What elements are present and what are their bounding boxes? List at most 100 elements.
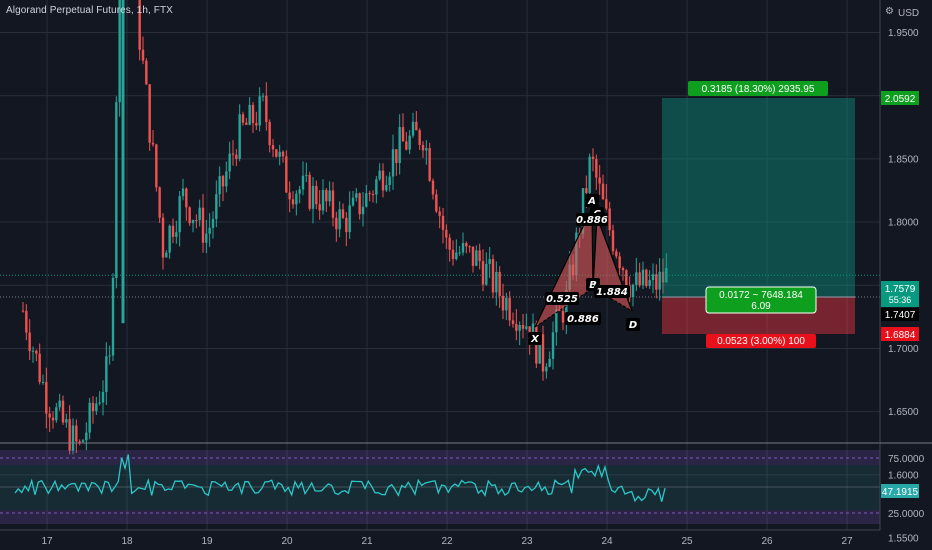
candle-body	[305, 174, 308, 176]
svg-text:1.884: 1.884	[596, 287, 628, 298]
candle-body	[425, 148, 428, 151]
candle-body	[335, 217, 338, 230]
candle-body	[395, 149, 398, 164]
stop-label: 0.0523 (3.00%) 100	[706, 334, 816, 348]
candle-body	[68, 419, 71, 451]
candle-body	[551, 332, 555, 359]
candle-body	[151, 142, 155, 145]
candle-body	[175, 232, 178, 237]
candle-body	[538, 334, 541, 364]
candle-body	[508, 297, 511, 321]
candle-body	[201, 207, 205, 243]
candle-body	[228, 153, 231, 172]
candle-body	[458, 252, 461, 254]
candle-body	[241, 114, 245, 123]
candle-body	[408, 135, 411, 150]
rsi-oversold-band	[0, 510, 880, 524]
entry-label-box	[705, 286, 817, 314]
candle-body	[325, 189, 328, 202]
candle-body	[108, 355, 111, 357]
candle-body	[468, 246, 471, 248]
candle-body	[328, 190, 331, 202]
candle-body	[451, 249, 455, 259]
candle-body	[291, 199, 295, 205]
candle-body	[598, 177, 601, 184]
candle-body	[185, 188, 188, 208]
candle-body	[585, 188, 588, 193]
stop-label-box	[706, 334, 816, 348]
candle-body	[381, 170, 385, 191]
candle-body	[348, 205, 351, 233]
candle-body	[498, 271, 501, 296]
candle-body	[245, 122, 248, 125]
candle-body	[418, 130, 421, 145]
candle-body	[431, 180, 435, 195]
candle-body	[181, 188, 185, 197]
axis-gear-icon[interactable]: ⚙	[885, 6, 894, 17]
candle-body	[61, 400, 65, 423]
candle-body	[275, 149, 278, 157]
long-position-tool[interactable]	[662, 98, 855, 334]
svg-text:1.7579: 1.7579	[885, 284, 916, 295]
candle-body	[471, 246, 475, 266]
candle-body	[478, 250, 481, 262]
candle-body	[251, 104, 255, 124]
svg-text:2.0592: 2.0592	[885, 94, 916, 105]
candle-body	[375, 179, 378, 195]
svg-text:D: D	[629, 320, 637, 331]
candle-body	[341, 209, 345, 218]
candle-body	[238, 114, 241, 159]
time-axis[interactable]	[0, 530, 932, 550]
candle-body	[145, 60, 148, 85]
candle-body	[188, 207, 191, 224]
candle-body	[461, 243, 465, 253]
candle-body	[661, 271, 665, 283]
candle-body	[48, 413, 51, 418]
pattern-ratio-bd: 1.884	[594, 285, 630, 298]
candle-body	[321, 189, 325, 211]
candle-body	[388, 176, 391, 186]
chart-title: Algorand Perpetual Futures, 1h, FTX	[6, 5, 173, 16]
candle-body	[138, 0, 141, 50]
candle-body	[235, 154, 238, 159]
rsi-tick-25: 25.0000	[888, 509, 925, 520]
candle-body	[25, 310, 28, 333]
candle-body	[95, 403, 98, 412]
candle-body	[21, 310, 25, 312]
candle-body	[405, 141, 408, 150]
candle-body	[41, 381, 45, 383]
candle-body	[548, 358, 551, 367]
candle-body	[208, 227, 211, 234]
candle-body	[625, 270, 628, 286]
time-tick: 19	[201, 536, 213, 547]
price-axis[interactable]	[880, 0, 932, 530]
candle-body	[88, 402, 91, 433]
spike-candle-body	[121, 0, 125, 324]
candle-body	[111, 278, 115, 356]
time-tick: 26	[761, 536, 773, 547]
candle-body	[101, 391, 105, 403]
candle-body	[485, 263, 488, 285]
candle-body	[421, 144, 425, 151]
svg-text:0.886: 0.886	[567, 314, 599, 325]
candle-body	[218, 176, 221, 195]
candle-body	[465, 243, 468, 247]
candlestick-series	[21, 0, 668, 455]
time-tick: 24	[601, 536, 613, 547]
candle-body	[475, 250, 478, 266]
candle-body	[85, 432, 88, 441]
candle-body	[441, 215, 445, 230]
time-tick: 27	[841, 536, 853, 547]
time-axis-ticks: 17 18 19 20 21 22 23 24 25 26 27	[41, 536, 853, 547]
candle-body	[141, 49, 145, 61]
candle-body	[621, 268, 625, 271]
entry-label-line2: 6.09	[751, 301, 771, 312]
candle-body	[488, 259, 491, 264]
profit-zone	[662, 98, 855, 297]
candle-body	[491, 259, 495, 293]
candle-body	[358, 193, 361, 215]
rsi-line	[14, 454, 666, 503]
candle-body	[158, 187, 161, 218]
